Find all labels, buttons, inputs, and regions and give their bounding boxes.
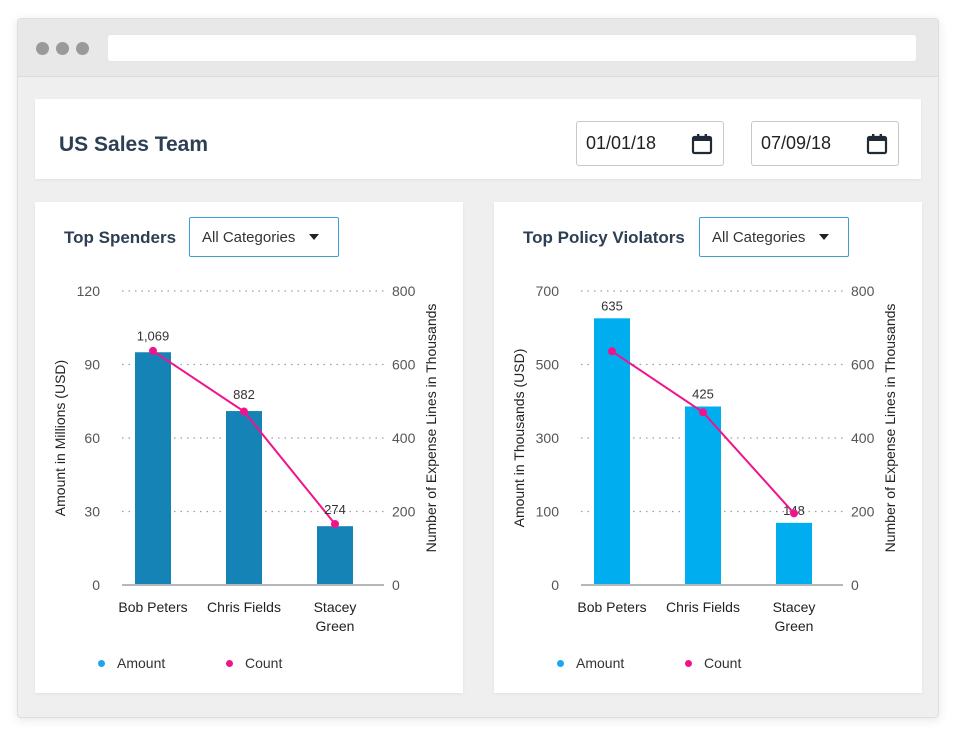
calendar-icon[interactable] xyxy=(866,133,888,155)
category-filter-dropdown[interactable]: All Categories xyxy=(699,217,849,257)
bar-data-label: 635 xyxy=(601,298,623,313)
bar xyxy=(317,526,353,584)
y-axis-title-right: Number of Expense Lines in Thousands xyxy=(423,304,439,553)
y-tick-label-left: 0 xyxy=(92,577,100,593)
legend-label: Count xyxy=(704,655,742,671)
y-tick-label-right: 200 xyxy=(392,504,416,520)
y-tick-label-right: 400 xyxy=(392,430,416,446)
y-tick-label-left: 30 xyxy=(84,504,100,520)
count-data-label: 1,069 xyxy=(137,328,170,343)
chart-legend: Amount Count xyxy=(557,655,741,671)
page-title: US Sales Team xyxy=(59,133,209,156)
close-window-dot[interactable] xyxy=(36,42,49,55)
bar xyxy=(226,411,262,584)
bar xyxy=(594,318,630,584)
x-tick-label: Bob Peters xyxy=(118,599,187,615)
count-point xyxy=(790,509,798,518)
maximize-window-dot[interactable] xyxy=(76,42,89,55)
address-bar[interactable] xyxy=(108,35,916,61)
x-tick-label: Chris Fields xyxy=(207,599,281,615)
y-tick-label-left: 90 xyxy=(84,357,100,373)
legend-label: Count xyxy=(245,655,283,671)
browser-titlebar xyxy=(18,19,938,77)
count-point xyxy=(331,519,339,528)
bar xyxy=(776,522,812,584)
y-tick-label-left: 100 xyxy=(536,504,560,520)
start-date-picker[interactable]: 01/01/18 xyxy=(576,121,724,166)
count-legend-dot xyxy=(685,659,692,667)
x-tick-label: Stacey Green xyxy=(773,599,816,634)
header-card: US Sales Team 01/01/18 07/09/18 xyxy=(35,99,921,179)
top-policy-violators-panel: 0 0 100 200 300 400 500 600 700 800 Amount in Thou… xyxy=(494,202,922,693)
minimize-window-dot[interactable] xyxy=(56,42,69,55)
y-tick-label-right: 0 xyxy=(392,577,400,593)
legend-item-amount[interactable]: Amount xyxy=(98,655,226,671)
end-date-picker[interactable]: 07/09/18 xyxy=(751,121,899,166)
y-tick-label-left: 500 xyxy=(536,357,560,373)
y-tick-label-left: 300 xyxy=(536,430,560,446)
amount-legend-dot xyxy=(557,659,564,667)
count-point xyxy=(608,347,616,356)
y-tick-label-right: 400 xyxy=(851,430,875,446)
category-filter-dropdown[interactable]: All Categories xyxy=(189,217,339,257)
caret-down-icon xyxy=(819,234,830,240)
bar xyxy=(135,352,171,584)
legend-item-amount[interactable]: Amount xyxy=(557,655,685,671)
legend-item-count[interactable]: Count xyxy=(685,655,741,671)
caret-down-icon xyxy=(309,234,320,240)
end-date-value: 07/09/18 xyxy=(761,133,832,153)
count-point xyxy=(240,407,248,416)
panel-title: Top Spenders xyxy=(64,228,177,247)
browser-window: US Sales Team 01/01/18 07/09/18 0 0 30 200 6… xyxy=(17,18,939,718)
count-legend-dot xyxy=(226,659,233,667)
y-tick-label-right: 800 xyxy=(851,283,875,299)
x-tick-label: Chris Fields xyxy=(666,599,740,615)
x-tick-label: Stacey Green xyxy=(314,599,357,634)
chart-legend: Amount Count xyxy=(98,655,282,671)
count-point xyxy=(699,408,707,417)
dropdown-label: All Categories xyxy=(202,228,296,246)
y-axis-title-left: Amount in Thousands (USD) xyxy=(511,349,527,528)
legend-item-count[interactable]: Count xyxy=(226,655,282,671)
y-tick-label-left: 700 xyxy=(536,283,560,299)
bar-data-label: 425 xyxy=(692,387,714,402)
top-spenders-panel: 0 0 30 200 60 400 90 600 120 800 Amount in Million… xyxy=(35,202,463,693)
y-axis-title-left: Amount in Millions (USD) xyxy=(52,360,68,516)
amount-legend-dot xyxy=(98,659,105,667)
window-controls xyxy=(36,42,89,55)
count-point xyxy=(149,346,157,355)
legend-label: Amount xyxy=(576,655,625,671)
count-data-label: 882 xyxy=(233,387,255,402)
calendar-icon[interactable] xyxy=(691,133,713,155)
dropdown-label: All Categories xyxy=(712,228,806,246)
bar xyxy=(685,406,721,584)
top-policy-violators-chart: 0 0 100 200 300 400 500 600 700 800 Amount in Thou… xyxy=(511,283,898,634)
y-tick-label-left: 120 xyxy=(77,283,101,299)
y-tick-label-right: 800 xyxy=(392,283,416,299)
start-date-value: 01/01/18 xyxy=(586,133,657,153)
y-tick-label-right: 0 xyxy=(851,577,859,593)
y-tick-label-right: 600 xyxy=(851,357,875,373)
y-tick-label-left: 0 xyxy=(551,577,559,593)
legend-label: Amount xyxy=(117,655,166,671)
count-data-label: 274 xyxy=(324,502,346,517)
y-tick-label-right: 600 xyxy=(392,357,416,373)
y-tick-label-left: 60 xyxy=(84,430,100,446)
x-tick-label: Bob Peters xyxy=(577,599,646,615)
panel-title: Top Policy Violators xyxy=(523,228,685,247)
top-spenders-chart: 0 0 30 200 60 400 90 600 120 800 Amount in Million… xyxy=(52,283,439,634)
y-tick-label-right: 200 xyxy=(851,504,875,520)
y-axis-title-right: Number of Expense Lines in Thousands xyxy=(882,304,898,553)
